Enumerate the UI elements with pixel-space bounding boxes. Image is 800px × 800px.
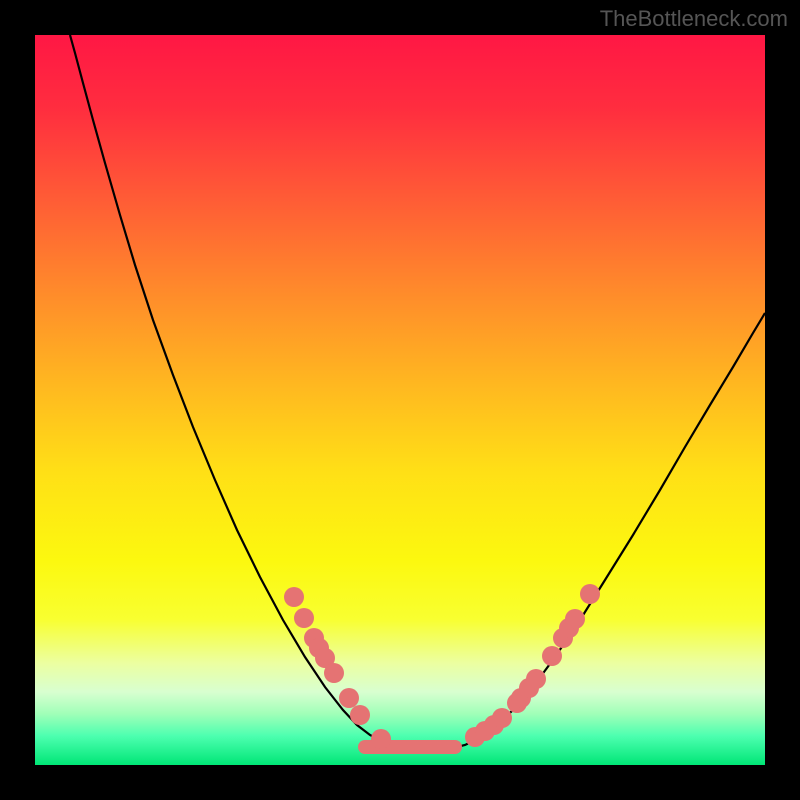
dots-left-group xyxy=(284,587,391,749)
dots-right-group xyxy=(465,584,600,747)
curve-right xyxy=(453,313,765,748)
curve-left xyxy=(70,35,403,748)
plot-area xyxy=(35,35,765,765)
watermark-text: TheBottleneck.com xyxy=(600,6,788,32)
chart-overlay xyxy=(35,35,765,765)
